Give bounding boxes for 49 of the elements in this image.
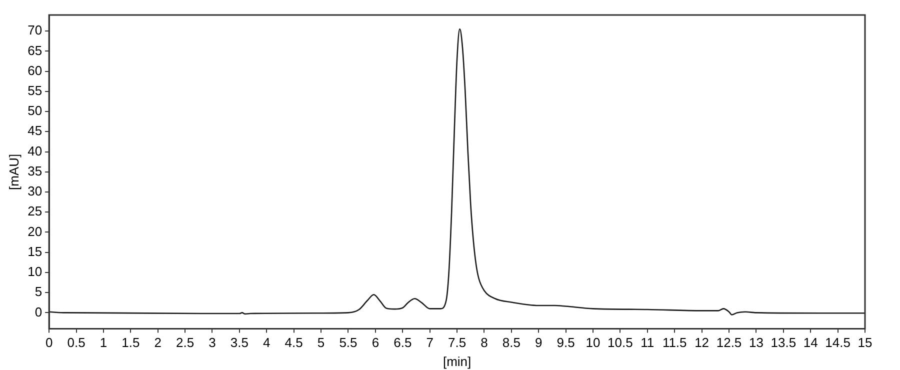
y-tick-label: 45	[28, 123, 42, 138]
x-tick-label: 9	[535, 335, 542, 350]
x-tick-label: 12	[694, 335, 710, 350]
x-tick-label: 7	[426, 335, 434, 350]
x-tick-label: 0.5	[67, 335, 86, 350]
y-tick-label: 35	[28, 163, 42, 178]
x-tick-label: 3	[208, 335, 216, 350]
y-tick-label: 15	[28, 244, 42, 259]
y-tick-label: 30	[28, 184, 42, 199]
x-tick-label: 11	[640, 335, 654, 350]
x-tick-label: 13	[748, 335, 764, 350]
x-tick-label: 2	[154, 335, 162, 350]
y-tick-label: 10	[28, 264, 42, 280]
x-axis-title: [min]	[442, 354, 472, 369]
x-tick-label: 11.5	[662, 335, 687, 350]
x-tick-label: 9.5	[556, 335, 575, 350]
y-tick-label: 20	[28, 224, 42, 239]
x-tick-label: 7.5	[448, 335, 466, 350]
y-tick-label: 40	[28, 143, 42, 158]
x-tick-label: 6.5	[394, 335, 412, 350]
x-tick-label: 15	[858, 335, 872, 350]
y-tick-label: 65	[28, 42, 42, 58]
y-tick-label: 25	[28, 204, 42, 219]
x-tick-label: 0	[45, 335, 53, 350]
y-tick-label: 55	[28, 83, 42, 98]
x-tick-label: 6	[372, 335, 380, 350]
x-tick-label: 4.5	[284, 335, 303, 350]
y-tick-label: 0	[34, 304, 42, 320]
y-tick-label: 5	[34, 284, 42, 300]
y-tick-label: 60	[28, 62, 42, 78]
x-tick-label: 1.5	[122, 335, 140, 350]
x-tick-label: 12.5	[716, 335, 742, 350]
y-tick-label: 70	[28, 22, 42, 38]
x-tick-label: 5.5	[339, 335, 358, 350]
x-tick-label: 10.5	[608, 335, 633, 350]
x-tick-label: 14	[803, 335, 818, 350]
x-tick-label: 8	[480, 335, 488, 350]
x-tick-label: 2.5	[176, 335, 194, 350]
x-tick-label: 3.5	[230, 335, 248, 350]
y-axis-title: [mAU]	[6, 154, 22, 190]
x-tick-label: 13.5	[770, 335, 796, 350]
x-tick-label: 8.5	[502, 335, 520, 350]
x-tick-label: 1	[100, 335, 108, 350]
x-tick-label: 5	[317, 335, 325, 350]
x-tick-label: 4	[263, 335, 270, 350]
y-tick-label: 50	[28, 103, 42, 118]
line-series	[49, 28, 865, 316]
x-tick-label: 10	[586, 335, 600, 350]
x-tick-label: 14.5	[825, 335, 850, 350]
